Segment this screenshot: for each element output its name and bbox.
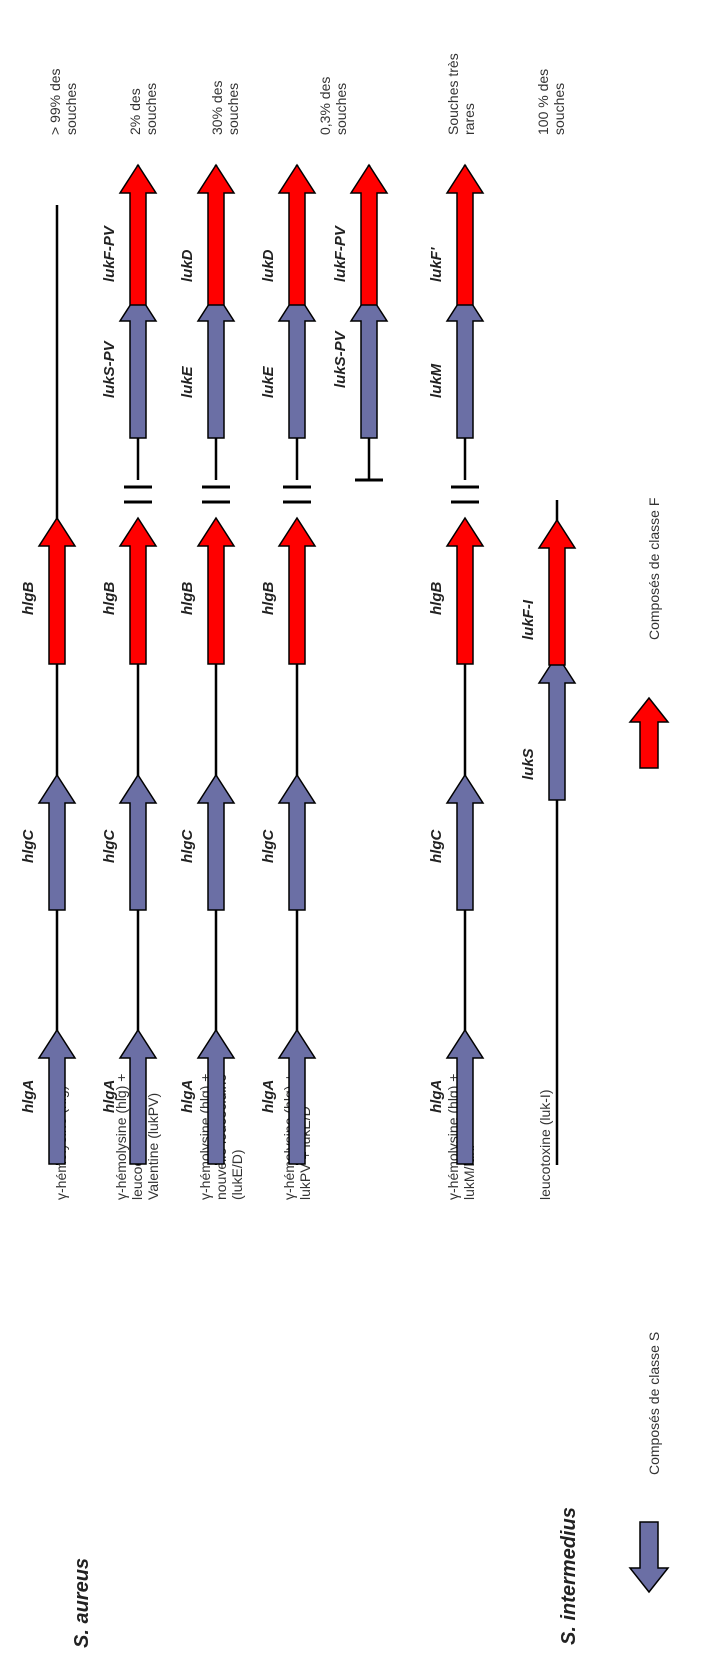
class-f-arrow <box>537 518 577 666</box>
class-s-arrow <box>537 653 577 801</box>
frequency-label-line: Souches très <box>445 53 461 135</box>
toxin-label-row-7: leucotoxine (luk-I) <box>537 1090 553 1201</box>
class-f-arrow <box>118 163 158 306</box>
frequency-label-line: souches <box>225 83 241 135</box>
class-s-arrow <box>445 773 485 911</box>
class-s-arrow <box>277 291 317 439</box>
frequency-label-row-2: 2% des souches <box>127 83 159 135</box>
legend-label-class-f: Composés de classe F <box>646 498 662 640</box>
class-f-arrow <box>196 516 236 665</box>
class-f-arrow <box>445 516 485 665</box>
gene-label: hlgC <box>179 829 196 863</box>
frequency-label-line: 2% des <box>127 88 143 135</box>
class-s-arrow <box>118 291 158 439</box>
gene-label: hlgA <box>179 1080 196 1113</box>
legend: Composés de classe S Composés de classe … <box>628 498 670 1594</box>
legend-item-class-f: Composés de classe F <box>628 498 670 769</box>
gene-label: lukD <box>260 249 277 282</box>
class-s-arrow <box>118 773 158 911</box>
class-s-arrow <box>196 291 236 439</box>
toxin-label-line: leucotoxine (luk-I) <box>537 1090 553 1201</box>
class-s-arrow <box>37 773 77 911</box>
legend-label-class-s: Composés de classe S <box>646 1332 662 1475</box>
class-s-arrow <box>37 1028 77 1165</box>
gene-label: lukF-PV <box>332 224 349 282</box>
class-s-arrow <box>445 291 485 439</box>
gene-label: hlgB <box>260 582 277 615</box>
class-s-arrow <box>277 773 317 911</box>
gene-label: lukM <box>428 363 445 398</box>
gene-label: hlgA <box>428 1080 445 1113</box>
frequency-label-line: > 99% des <box>47 68 63 135</box>
gene-label: lukE <box>260 365 277 398</box>
frequency-label-row-4: 0,3% des souches <box>317 77 349 135</box>
class-s-arrow <box>196 1028 236 1165</box>
class-f-arrow <box>277 516 317 665</box>
class-f-arrow <box>277 163 317 306</box>
class-s-arrow <box>349 291 389 439</box>
frequency-label-line: souches <box>551 83 567 135</box>
frequency-label-row-1: > 99% des souches <box>47 68 79 135</box>
frequency-label-line: souches <box>143 83 159 135</box>
frequency-label-line: rares <box>461 103 477 135</box>
class-f-arrow-icon <box>628 696 670 769</box>
gene-label: hlgA <box>101 1080 118 1113</box>
gene-label: hlgC <box>260 829 277 863</box>
class-s-arrow <box>118 1028 158 1165</box>
frequency-label-line: souches <box>63 83 79 135</box>
frequency-label-row-3: 30% des souches <box>209 81 241 135</box>
frequency-label-line: 100 % des <box>535 69 551 135</box>
gene-label: hlgB <box>428 582 445 615</box>
gene-tracks: hlgA hlgC hlgB hlgA hlgC hlgB lukS-PV lukF-PV hl… <box>20 163 577 1165</box>
class-s-arrow <box>196 773 236 911</box>
class-s-arrow-icon <box>628 1521 670 1594</box>
class-f-arrow <box>37 516 77 665</box>
gene-label: lukF-I <box>520 599 537 640</box>
gene-label: hlgC <box>20 829 37 863</box>
legend-item-class-s: Composés de classe S <box>628 1332 670 1594</box>
class-s-arrow <box>445 1028 485 1165</box>
gene-label: hlgB <box>101 582 118 615</box>
gene-label: lukF-PV <box>101 224 118 282</box>
gene-label: lukS <box>520 748 537 780</box>
gene-label: lukS-PV <box>332 329 349 388</box>
gene-label: hlgB <box>179 582 196 615</box>
frequency-label-line: 0,3% des <box>317 77 333 135</box>
gene-label: hlgC <box>101 829 118 863</box>
frequency-label-row-7: 100 % des souches <box>535 69 567 135</box>
gene-label: hlgA <box>260 1080 277 1113</box>
species-label-aureus: S. aureus <box>71 1558 93 1648</box>
toxin-label-line: (lukE/D) <box>229 1149 245 1200</box>
class-s-arrow <box>277 1028 317 1165</box>
gene-label: lukE <box>179 365 196 398</box>
gene-label: hlgB <box>20 582 37 615</box>
class-f-arrow <box>445 163 485 306</box>
species-label-intermedius: S. intermedius <box>558 1507 580 1645</box>
gene-label: lukF' <box>428 247 445 282</box>
frequency-label-row-6: Souches très rares <box>445 53 477 135</box>
gene-label: hlgA <box>20 1080 37 1113</box>
frequency-label-line: 30% des <box>209 81 225 135</box>
class-f-arrow <box>118 516 158 665</box>
toxin-label-line: γ-hémolysine (hlg) + <box>113 1074 129 1200</box>
class-f-arrow <box>349 163 389 306</box>
gene-label: lukS-PV <box>101 339 118 398</box>
gene-label: lukD <box>179 249 196 282</box>
frequency-label-line: souches <box>333 83 349 135</box>
toxin-label-line: Valentine (lukPV) <box>145 1093 161 1200</box>
class-f-arrow <box>196 163 236 306</box>
gene-label: hlgC <box>428 829 445 863</box>
